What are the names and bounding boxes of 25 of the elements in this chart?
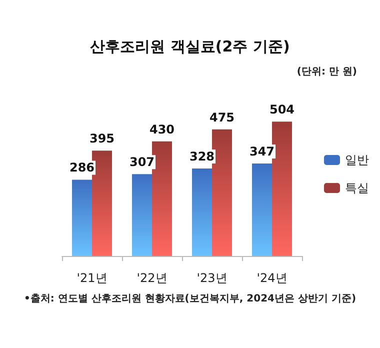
data-label: 328 xyxy=(189,150,215,164)
data-label: 347 xyxy=(249,144,275,158)
x-tick-label: '23년 xyxy=(196,271,228,285)
bar xyxy=(72,180,92,256)
bar xyxy=(252,163,272,256)
x-tick-label: '22년 xyxy=(136,271,168,285)
bar xyxy=(272,122,292,256)
x-tick-label: '24년 xyxy=(256,271,288,285)
bar xyxy=(192,168,212,256)
data-label: 475 xyxy=(209,110,235,124)
data-label: 430 xyxy=(149,122,175,136)
text: •출처: 연도별 산후조리원 현황자료(보건복지부, 2024년은 상반기 기준) xyxy=(24,294,356,304)
legend-label: 일반 xyxy=(345,153,369,167)
chart-title: 산후조리원 객실료(2주 기준) xyxy=(90,38,290,56)
data-label: 307 xyxy=(129,155,155,170)
data-label: 504 xyxy=(269,102,295,117)
bar xyxy=(132,174,152,256)
bar xyxy=(212,129,232,256)
bar xyxy=(92,150,112,256)
data-label: 395 xyxy=(89,132,115,146)
text: (단위: 만 원) xyxy=(296,66,358,78)
x-tick-label: '21년 xyxy=(76,271,108,285)
bar xyxy=(152,141,172,256)
legend-label: 특실 xyxy=(345,181,369,195)
data-label: 286 xyxy=(69,160,95,175)
